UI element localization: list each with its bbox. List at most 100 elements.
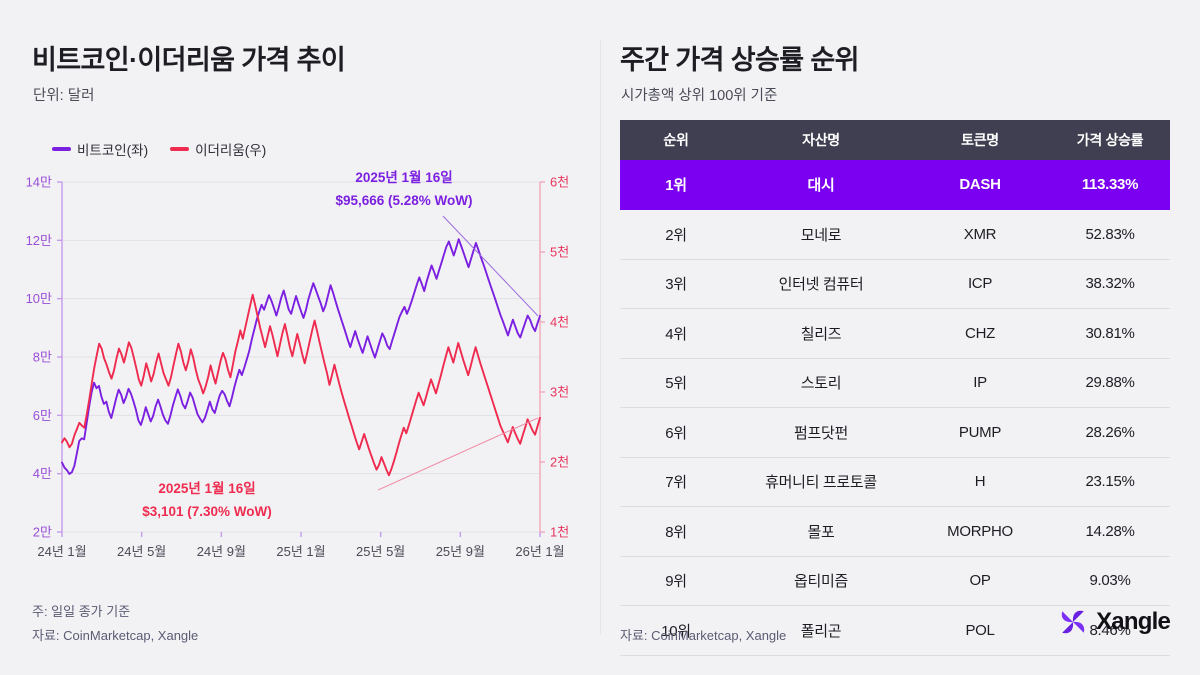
cell-change: 14.28% [1050, 506, 1170, 557]
annotation-ethereum-value: $3,101 (7.30% WoW) [142, 504, 272, 519]
table-row[interactable]: 7위 휴머니티 프로토콜 H 23.15% [620, 457, 1170, 507]
cell-rank: 5위 [620, 358, 732, 408]
cell-token: MORPHO [910, 506, 1050, 557]
x-axis-label: 24년 5월 [117, 544, 166, 559]
chart-panel-title: 비트코인·이더리움 가격 추이 [32, 45, 346, 75]
ranking-table-head: 순위 자산명 토큰명 가격 상승률 [620, 120, 1170, 160]
cell-asset: 휴머니티 프로토콜 [732, 457, 910, 507]
cell-rank: 2위 [620, 209, 732, 260]
cell-token: OP [910, 556, 1050, 606]
cell-asset: 모네로 [732, 209, 910, 260]
xangle-wordmark: Xangle [1096, 608, 1171, 635]
column-header-asset: 자산명 [732, 120, 910, 160]
cell-asset: 스토리 [732, 358, 910, 408]
table-row[interactable]: 4위 칠리즈 CHZ 30.81% [620, 308, 1170, 359]
legend-label-ethereum: 이더리움(우) [195, 143, 267, 158]
left-axis-label: 4만 [33, 466, 52, 481]
right-axis-label: 3천 [550, 385, 569, 400]
legend-swatch-bitcoin [52, 147, 71, 151]
table-row[interactable]: 9위 옵티미즘 OP 9.03% [620, 556, 1170, 606]
cell-change: 52.83% [1050, 209, 1170, 260]
table-row[interactable]: 2위 모네로 XMR 52.83% [620, 209, 1170, 260]
cell-change: 113.33% [1050, 160, 1170, 210]
x-axis-label: 24년 9월 [197, 544, 246, 559]
cell-rank: 8위 [620, 506, 732, 557]
right-axis-label: 4천 [550, 315, 569, 330]
cell-rank: 9위 [620, 556, 732, 606]
table-row[interactable]: 1위 대시 DASH 113.33% [620, 160, 1170, 210]
cell-token: ICP [910, 259, 1050, 309]
right-axis-label: 6천 [550, 175, 569, 190]
panel-divider [600, 40, 601, 635]
ranking-table: 순위 자산명 토큰명 가격 상승률 1위 대시 DASH 113.33% 2위 모네로 XM… [620, 120, 1170, 656]
xangle-mark-icon [1061, 610, 1085, 634]
price-chart: 2만 4만 6만 8만 10만 12만 14만 1천 2천 3천 4천 5천 6천 24년 1월 24년 5… [0, 160, 600, 590]
legend-item-ethereum: 이더리움(우) [170, 139, 266, 159]
x-axis-label: 26년 1월 [515, 544, 564, 559]
right-axis-label: 5천 [550, 245, 569, 260]
cell-change: 29.88% [1050, 358, 1170, 408]
legend-swatch-ethereum [170, 147, 190, 151]
cell-token: CHZ [910, 308, 1050, 359]
price-chart-svg: 2만 4만 6만 8만 10만 12만 14만 1천 2천 3천 4천 5천 6천 24년 1월 24년 5… [26, 169, 570, 559]
series-line-bitcoin [61, 238, 541, 475]
annotation-bitcoin-date: 2025년 1월 16일 [355, 169, 452, 185]
table-row[interactable]: 8위 몰포 MORPHO 14.28% [620, 506, 1170, 557]
left-axis-label: 8만 [33, 350, 52, 365]
left-axis-label: 12만 [26, 233, 52, 248]
chart-legend: 비트코인(좌) 이더리움(우) [52, 139, 266, 159]
cell-rank: 4위 [620, 308, 732, 359]
table-row[interactable]: 5위 스토리 IP 29.88% [620, 358, 1170, 408]
right-axis-label: 1천 [550, 525, 569, 540]
right-axis-label: 2천 [550, 455, 569, 470]
ranking-source: 자료: CoinMarketcap, Xangle [620, 628, 787, 643]
cell-asset: 몰포 [732, 506, 910, 557]
cell-token: XMR [910, 209, 1050, 260]
cell-token: H [910, 457, 1050, 507]
left-axis-label: 14만 [26, 175, 52, 190]
annotation-bitcoin-value: $95,666 (5.28% WoW) [335, 193, 472, 208]
left-axis-label: 10만 [26, 291, 52, 306]
cell-rank: 3위 [620, 259, 732, 309]
table-header-row: 순위 자산명 토큰명 가격 상승률 [620, 120, 1170, 160]
cell-change: 9.03% [1050, 556, 1170, 606]
left-axis-label: 2만 [33, 525, 52, 540]
table-row[interactable]: 3위 인터넷 컴퓨터 ICP 38.32% [620, 259, 1170, 309]
cell-change: 38.32% [1050, 259, 1170, 309]
series-line-ethereum [61, 293, 541, 477]
table-row[interactable]: 6위 펌프닷펀 PUMP 28.26% [620, 407, 1170, 458]
chart-footnote: 주: 일일 종가 기준 [32, 604, 131, 619]
cell-rank: 10위 [620, 605, 732, 656]
cell-token: IP [910, 358, 1050, 408]
cell-token: DASH [910, 160, 1050, 210]
xangle-logo: Xangle [1059, 608, 1171, 636]
x-axis-label: 25년 1월 [276, 544, 325, 559]
legend-item-bitcoin: 비트코인(좌) [52, 139, 148, 159]
cell-rank: 1위 [620, 160, 732, 210]
cell-asset: 인터넷 컴퓨터 [732, 259, 910, 309]
cell-change: 28.26% [1050, 407, 1170, 458]
x-axis-label: 25년 5월 [356, 544, 405, 559]
column-header-rank: 순위 [620, 120, 732, 160]
cell-change: 30.81% [1050, 308, 1170, 359]
chart-panel: 비트코인·이더리움 가격 추이 단위: 달러 비트코인(좌) 이더리움(우) 2… [0, 45, 600, 643]
ranking-panel-subtitle: 시가총액 상위 100위 기준 [621, 88, 778, 104]
annotation-leader-ethereum [377, 417, 539, 491]
cell-token: PUMP [910, 407, 1050, 458]
annotation-leader-bitcoin [442, 215, 539, 317]
cell-asset: 대시 [732, 160, 910, 210]
cell-rank: 6위 [620, 407, 732, 458]
chart-source: 자료: CoinMarketcap, Xangle [32, 628, 199, 643]
ranking-panel-title: 주간 가격 상승률 순위 [620, 45, 859, 75]
x-axis-label: 25년 9월 [436, 544, 485, 559]
cell-token: POL [910, 605, 1050, 656]
cell-asset: 펌프닷펀 [732, 407, 910, 458]
x-axis-label: 24년 1월 [37, 544, 86, 559]
legend-label-bitcoin: 비트코인(좌) [77, 143, 149, 158]
cell-asset: 폴리곤 [732, 605, 910, 656]
column-header-token: 토큰명 [910, 120, 1050, 160]
ranking-table-body: 1위 대시 DASH 113.33% 2위 모네로 XMR 52.83% 3위 인터넷 컴퓨터 IC… [620, 160, 1170, 656]
cell-change: 23.15% [1050, 457, 1170, 507]
left-axis-label: 6만 [33, 408, 52, 423]
